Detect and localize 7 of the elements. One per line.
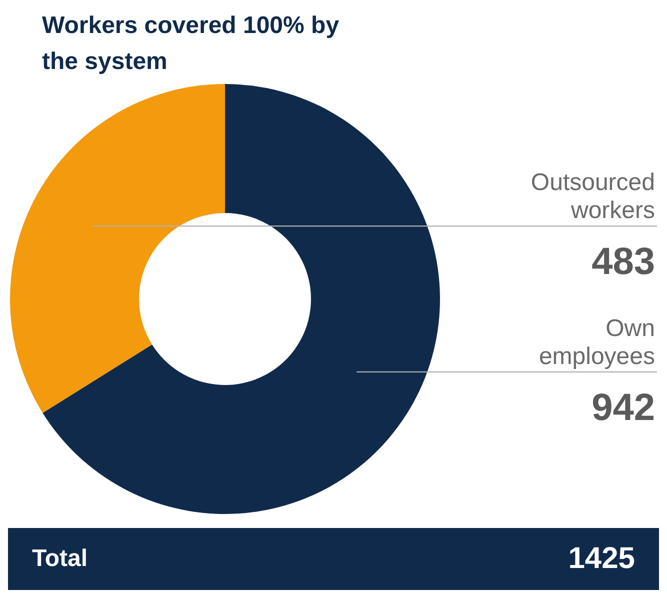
data-label: 483 [592,241,655,284]
slice-label: Outsourced workers [530,169,655,224]
text: 1425 [568,542,635,576]
chart-title: Workers covered 100% by the system [41,11,340,77]
text: Total [32,545,88,573]
slice-label: Own employees [538,314,655,370]
data-label: 942 [592,386,655,429]
